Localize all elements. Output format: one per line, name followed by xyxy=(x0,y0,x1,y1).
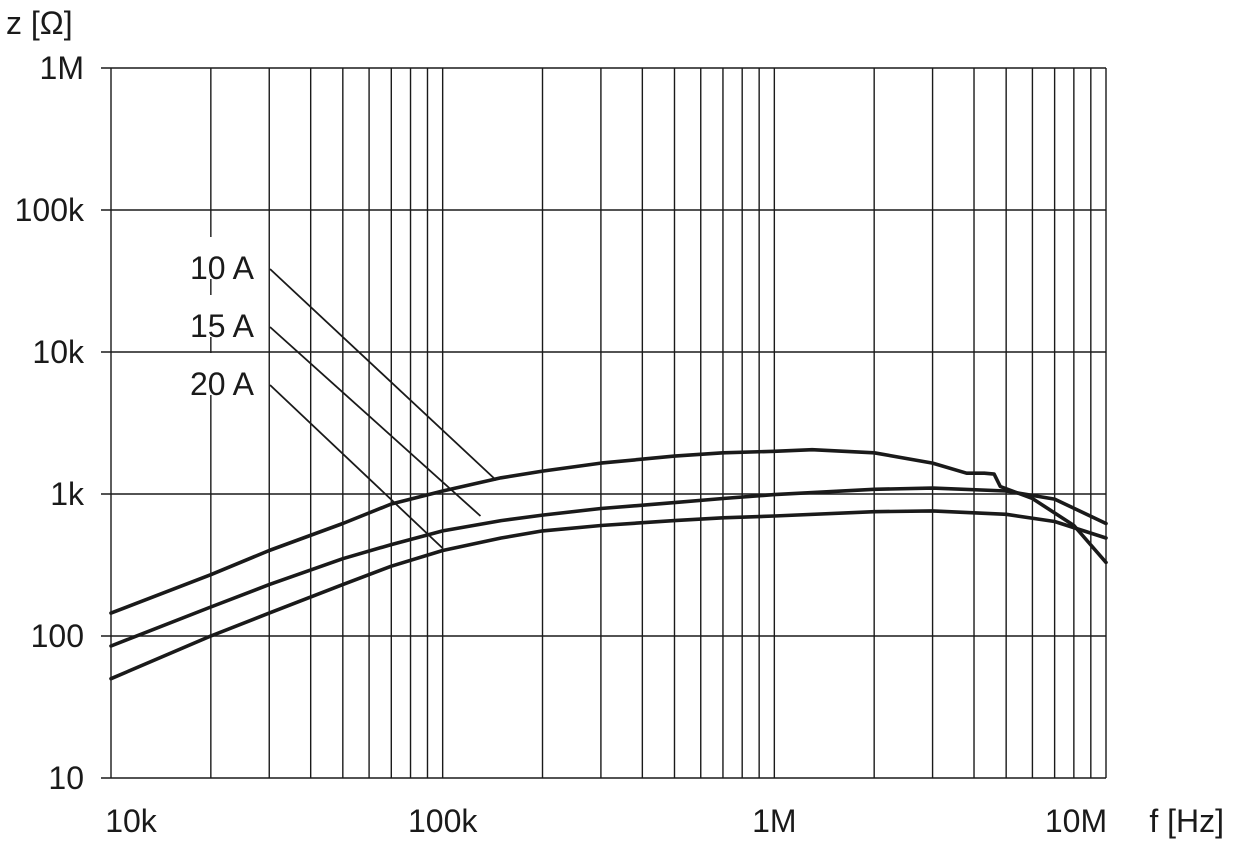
y-tick-label: 1M xyxy=(40,50,84,86)
y-tick-label: 10 xyxy=(48,760,84,796)
x-tick-label: 100k xyxy=(408,803,478,839)
grid xyxy=(101,67,1107,779)
y-tick-labels: 10 100 1k 10k 100k 1M xyxy=(15,50,85,796)
y-tick-label: 100 xyxy=(31,618,84,654)
series-line-3 xyxy=(109,509,1108,681)
leader-line xyxy=(269,326,482,517)
x-tick-labels: 10k 100k 1M 10M xyxy=(105,803,1107,839)
y-tick-label: 100k xyxy=(15,192,85,228)
x-tick-label: 10k xyxy=(105,803,158,839)
series-line-2 xyxy=(109,486,1108,648)
series-label-background xyxy=(170,353,262,395)
leader-line xyxy=(269,268,497,481)
x-tick-label: 1M xyxy=(752,803,796,839)
x-tick-label: 10M xyxy=(1045,803,1107,839)
series-label: 10 A xyxy=(190,250,255,286)
series-label: 15 A xyxy=(190,308,255,344)
annotations: 10 A 15 A 20 A xyxy=(170,237,497,549)
curves xyxy=(109,447,1108,681)
leader-line xyxy=(269,384,444,549)
series-label-background xyxy=(170,237,262,279)
y-tick-label: 1k xyxy=(50,476,85,512)
y-axis-title: z [Ω] xyxy=(6,5,73,41)
x-axis-title: f [Hz] xyxy=(1149,803,1224,839)
y-tick-label: 10k xyxy=(32,334,85,370)
series-label: 20 A xyxy=(190,366,255,402)
series-label-background xyxy=(170,295,262,337)
series-line-1 xyxy=(109,447,1108,615)
